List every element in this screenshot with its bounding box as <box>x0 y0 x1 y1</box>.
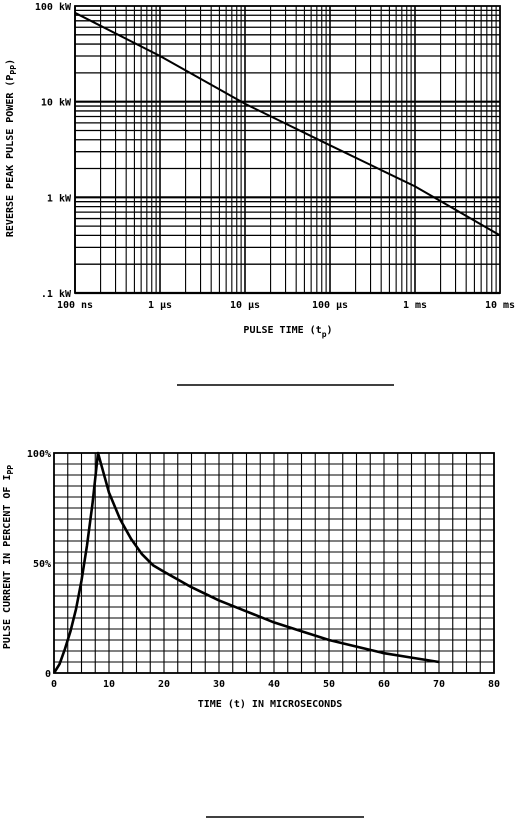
x-tick-label: 60 <box>378 679 390 690</box>
x-tick-label: 10 <box>103 679 115 690</box>
plot-frame <box>74 5 501 294</box>
y-tick-label: 10 kW <box>41 98 72 109</box>
current-curve <box>52 451 440 674</box>
y-tick-label: 100% <box>27 449 51 460</box>
x-tick-label: 10 μs <box>230 300 260 311</box>
y-tick-label: 1 kW <box>47 193 72 204</box>
x-tick-label: 100 μs <box>312 300 348 311</box>
x-tick-label: 100 ns <box>57 300 93 311</box>
x-tick-label: 0 <box>51 679 57 690</box>
x-axis-label: TIME (t) IN MICROSECONDS <box>198 699 343 710</box>
pulse-power-chart: 100 ns 1 μs 10 μs 100 μs 1 ms 10 ms 100 kW 10 k… <box>5 2 515 339</box>
x-tick-label: 50 <box>323 679 335 690</box>
x-axis-label: PULSE TIME (tp) <box>243 325 332 339</box>
y-tick-label: 100 kW <box>35 2 72 13</box>
power-curve <box>74 11 501 237</box>
x-tick-label: 20 <box>158 679 170 690</box>
x-tick-label: 70 <box>433 679 445 690</box>
y-tick-label: 0 <box>45 669 51 680</box>
y-tick-label: .1 kW <box>41 289 72 300</box>
x-tick-label: 30 <box>213 679 225 690</box>
plot-frame <box>53 452 495 674</box>
y-axis-label: REVERSE PEAK PULSE POWER (PPP) <box>5 59 18 237</box>
y-axis-label: PULSE CURRENT IN PERCENT OF IPP <box>2 465 15 649</box>
x-tick-label: 1 ms <box>403 300 427 311</box>
y-tick-label: 50% <box>33 559 51 570</box>
x-tick-label: 10 ms <box>485 300 515 311</box>
x-tick-label: 80 <box>488 679 500 690</box>
pulse-current-chart: 0 10 20 30 40 50 60 70 80 0 50% 100% TIME (t) IN MIC… <box>2 449 500 710</box>
x-tick-label: 1 μs <box>148 300 172 311</box>
x-tick-label: 40 <box>268 679 280 690</box>
